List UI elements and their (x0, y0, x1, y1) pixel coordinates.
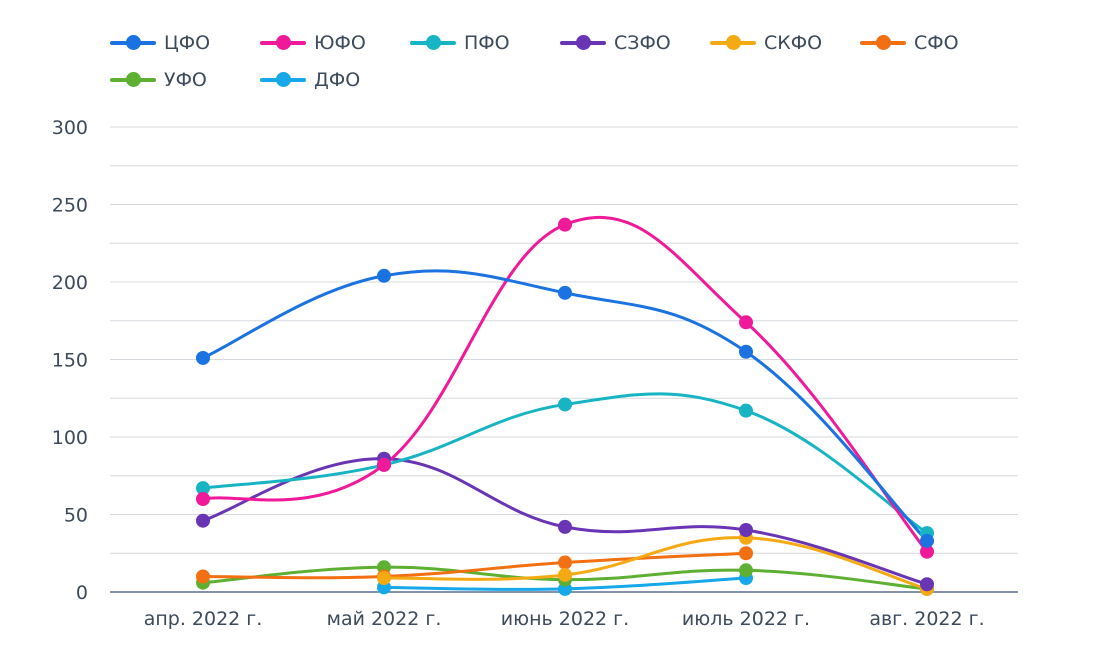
series-points (196, 217, 934, 596)
legend-item-yufo[interactable]: ЮФО (260, 28, 410, 58)
y-tick-label: 150 (52, 350, 88, 372)
y-tick-label: 50 (64, 505, 88, 527)
legend-marker-icon (260, 71, 306, 88)
legend-marker-icon (860, 34, 906, 51)
data-point[interactable] (739, 563, 753, 578)
y-tick-label: 100 (52, 427, 88, 449)
data-point[interactable] (196, 513, 210, 528)
data-point[interactable] (920, 533, 934, 548)
legend-item-sfo[interactable]: СФО (860, 28, 1010, 58)
data-point[interactable] (739, 315, 753, 330)
legend-marker-icon (560, 34, 606, 51)
series-line-6 (201, 551, 748, 580)
data-point[interactable] (558, 217, 572, 232)
data-point[interactable] (739, 523, 753, 537)
x-tick-label: май 2022 г. (327, 608, 442, 630)
legend-label: СФО (914, 31, 959, 54)
x-tick-label: апр. 2022 г. (144, 608, 263, 630)
data-point[interactable] (196, 569, 210, 584)
series-line-1 (201, 269, 929, 543)
legend-label: УФО (164, 68, 207, 91)
legend-label: СЗФО (614, 31, 671, 54)
data-point[interactable] (377, 457, 391, 472)
legend-row-2: УФО ДФО (110, 61, 1010, 98)
data-point[interactable] (558, 397, 572, 412)
data-point[interactable] (196, 492, 210, 506)
data-point[interactable] (739, 344, 753, 359)
legend-item-szfo[interactable]: СЗФО (560, 28, 710, 58)
data-point[interactable] (739, 546, 753, 561)
y-tick-label: 0 (76, 582, 88, 604)
axes: 0 50 100 150 200 250 300 апр. 2022 г. май 2022 г… (52, 117, 1018, 630)
legend-label: ПФО (464, 31, 510, 54)
series-line-2 (201, 215, 929, 554)
y-tick-label: 200 (52, 272, 88, 294)
data-point[interactable] (377, 571, 391, 586)
legend-marker-icon (110, 34, 156, 51)
legend-item-cfo[interactable]: ЦФО (110, 28, 260, 58)
gridlines (110, 126, 1018, 554)
x-tick-label: июль 2022 г. (682, 608, 810, 630)
legend-label: СКФО (764, 31, 823, 54)
legend-marker-icon (410, 34, 456, 51)
legend-marker-icon (260, 34, 306, 51)
y-tick-label: 250 (52, 195, 88, 217)
series-line-5 (382, 536, 929, 591)
data-point[interactable] (920, 577, 934, 592)
y-tick-label: 300 (52, 117, 88, 139)
data-point[interactable] (377, 268, 391, 283)
legend-item-skfo[interactable]: СКФО (710, 28, 860, 58)
data-point[interactable] (558, 555, 572, 570)
data-point[interactable] (558, 567, 572, 582)
data-point[interactable] (196, 350, 210, 365)
legend-marker-icon (710, 34, 756, 51)
data-point[interactable] (196, 481, 210, 496)
data-point[interactable] (739, 403, 753, 418)
data-point[interactable] (558, 285, 572, 300)
x-tick-label: июнь 2022 г. (501, 608, 629, 630)
legend-item-pfo[interactable]: ПФО (410, 28, 560, 58)
legend-marker-icon (110, 71, 156, 88)
legend-row-1: ЦФО ЮФО ПФО СЗФО СКФО СФО (110, 24, 1010, 61)
legend-label: ДФО (314, 68, 361, 91)
legend-label: ЮФО (314, 31, 366, 54)
data-point[interactable] (920, 544, 934, 559)
legend-item-ufo[interactable]: УФО (110, 65, 260, 95)
legend: ЦФО ЮФО ПФО СЗФО СКФО СФО (110, 24, 1010, 98)
legend-label: ЦФО (164, 31, 211, 54)
data-point[interactable] (558, 519, 572, 534)
x-tick-label: авг. 2022 г. (869, 608, 984, 630)
legend-item-dfo[interactable]: ДФО (260, 65, 415, 95)
